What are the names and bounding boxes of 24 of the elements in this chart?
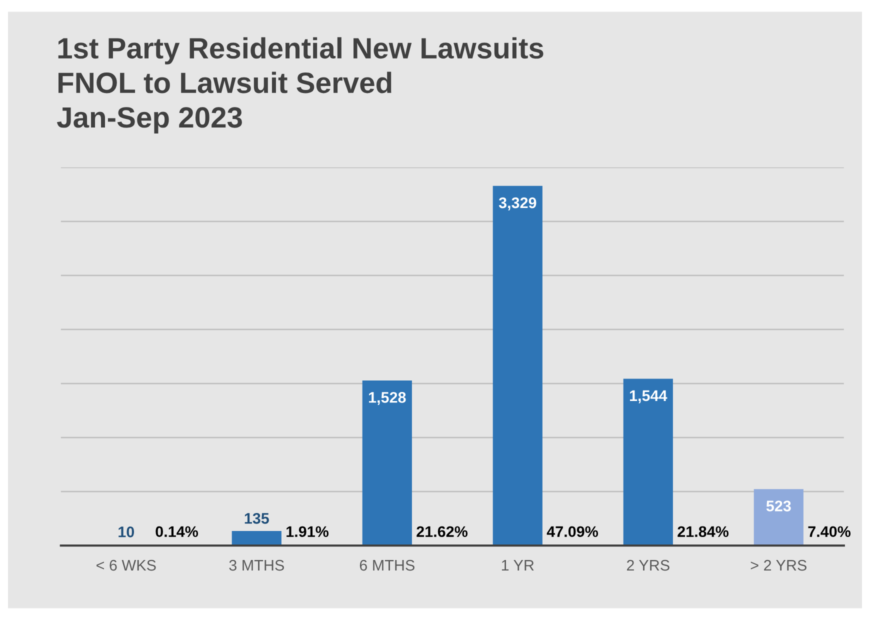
data-label: 1,528	[369, 392, 406, 406]
data-label: 1,544	[630, 390, 668, 404]
bar	[362, 380, 412, 546]
annotation: 7.40%	[808, 526, 851, 538]
bar	[623, 378, 673, 546]
annotation: 47.09%	[546, 526, 598, 538]
data-label: 10	[118, 526, 134, 538]
data-label: 3,329	[498, 197, 536, 210]
x-tick-label: < 6 WKS	[96, 560, 156, 571]
bar	[492, 186, 542, 546]
x-tick-label: 1 YR	[502, 560, 534, 571]
annotation: 21.84%	[678, 526, 729, 538]
x-tick-label: 6 MTHS	[360, 560, 414, 571]
data-label: 523	[766, 500, 791, 512]
annotation: 1.91%	[286, 526, 329, 538]
chart-title: 1st Party Residential New Lawsuits FNOL to Lawsuit Served Jan-Sep 2023	[56, 37, 544, 134]
x-tick-label: 3 MTHS	[229, 560, 284, 571]
bar	[232, 531, 282, 546]
annotation: 0.14%	[156, 526, 198, 538]
bar	[754, 489, 804, 546]
annotation: 21.62%	[416, 526, 468, 538]
data-label: 135	[244, 513, 269, 524]
x-tick-label: 2 YRS	[626, 560, 670, 571]
x-tick-label: > 2 YRS	[750, 560, 806, 571]
